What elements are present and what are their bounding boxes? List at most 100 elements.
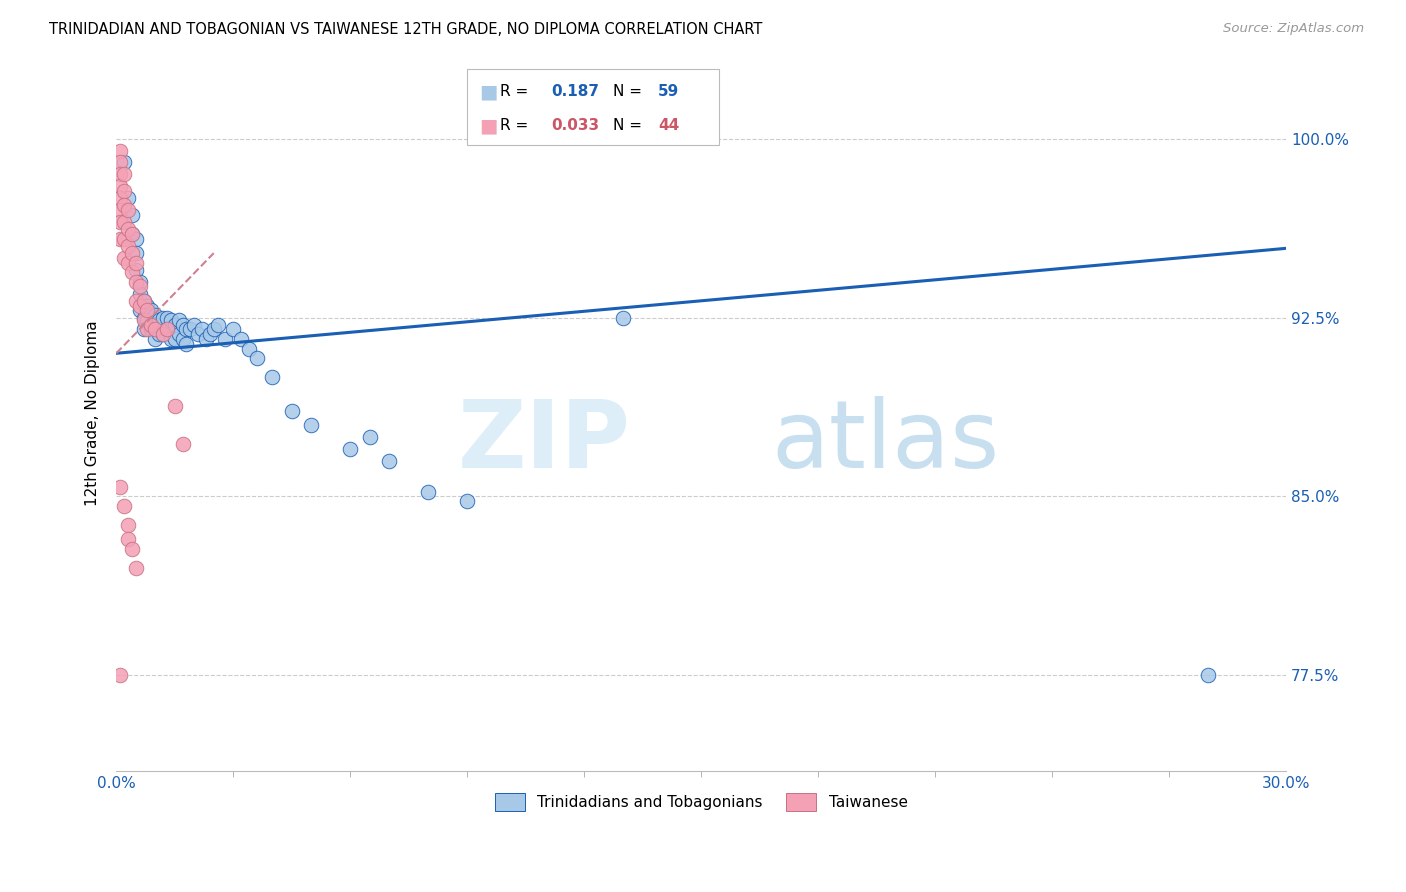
Point	[198, 327, 221, 342]
Point	[202, 322, 225, 336]
Point	[112, 168, 135, 182]
Point	[121, 227, 143, 241]
Text: R =: R =	[501, 85, 533, 100]
Point	[125, 262, 148, 277]
Point	[238, 342, 260, 356]
Point	[160, 332, 183, 346]
Point	[117, 533, 139, 547]
Point	[156, 310, 179, 325]
Point	[136, 299, 159, 313]
Text: TRINIDADIAN AND TOBAGONIAN VS TAIWANESE 12TH GRADE, NO DIPLOMA CORRELATION CHART: TRINIDADIAN AND TOBAGONIAN VS TAIWANESE …	[49, 22, 762, 37]
Point	[359, 430, 381, 444]
Point	[125, 275, 148, 289]
Point	[156, 322, 179, 336]
Point	[176, 322, 198, 336]
Point	[112, 215, 135, 229]
Point	[172, 318, 194, 332]
Point	[125, 255, 148, 269]
Point	[136, 303, 159, 318]
Point	[125, 293, 148, 308]
Text: atlas: atlas	[772, 395, 1000, 488]
Point	[121, 246, 143, 260]
Point	[132, 293, 155, 308]
Point	[280, 403, 302, 417]
Point	[299, 417, 322, 432]
Point	[262, 370, 284, 384]
Point	[117, 191, 139, 205]
Point	[163, 399, 186, 413]
Point	[187, 327, 209, 342]
Point	[156, 322, 179, 336]
Point	[183, 318, 205, 332]
Point	[163, 332, 186, 346]
Point	[136, 313, 159, 327]
Point	[108, 155, 131, 169]
Point	[176, 336, 198, 351]
Point	[112, 184, 135, 198]
Point	[152, 310, 174, 325]
Point	[229, 332, 252, 346]
Text: ■: ■	[479, 82, 498, 102]
Text: 44: 44	[658, 119, 679, 133]
Point	[143, 308, 166, 322]
Point	[108, 191, 131, 205]
Point	[128, 286, 150, 301]
Point	[418, 484, 440, 499]
Point	[191, 322, 214, 336]
Point	[136, 322, 159, 336]
Point	[112, 232, 135, 246]
Point	[160, 313, 183, 327]
Point	[148, 327, 170, 342]
Point	[128, 303, 150, 318]
Point	[207, 318, 229, 332]
Point	[167, 327, 190, 342]
Point	[108, 168, 131, 182]
Point	[117, 239, 139, 253]
Point	[172, 437, 194, 451]
Point	[117, 255, 139, 269]
Point	[143, 332, 166, 346]
Point	[108, 232, 131, 246]
Point	[152, 327, 174, 342]
Point	[112, 499, 135, 513]
Point	[141, 303, 163, 318]
Point	[121, 208, 143, 222]
Point	[612, 310, 634, 325]
Point	[179, 322, 201, 336]
Point	[128, 279, 150, 293]
Point	[132, 322, 155, 336]
Text: 0.033: 0.033	[551, 119, 599, 133]
Point	[121, 541, 143, 556]
Point	[128, 299, 150, 313]
Point	[246, 351, 269, 365]
Point	[125, 561, 148, 575]
Text: ■: ■	[479, 116, 498, 136]
Point	[125, 232, 148, 246]
Text: N =: N =	[613, 119, 647, 133]
Point	[125, 246, 148, 260]
Point	[163, 318, 186, 332]
Point	[132, 293, 155, 308]
Point	[132, 310, 155, 325]
FancyBboxPatch shape	[467, 70, 718, 145]
Point	[112, 251, 135, 265]
Point	[143, 318, 166, 332]
Text: Source: ZipAtlas.com: Source: ZipAtlas.com	[1223, 22, 1364, 36]
Point	[378, 453, 401, 467]
Point	[108, 203, 131, 218]
Point	[108, 179, 131, 194]
Point	[152, 327, 174, 342]
Point	[1197, 668, 1219, 682]
Point	[214, 332, 236, 346]
Point	[456, 494, 478, 508]
Point	[121, 265, 143, 279]
Point	[117, 518, 139, 533]
Point	[121, 227, 143, 241]
Point	[194, 332, 217, 346]
Text: R =: R =	[501, 119, 533, 133]
Legend: Trinidadians and Tobagonians, Taiwanese: Trinidadians and Tobagonians, Taiwanese	[488, 787, 914, 817]
Point	[222, 322, 245, 336]
Point	[112, 198, 135, 212]
Point	[108, 480, 131, 494]
Text: ZIP: ZIP	[458, 395, 631, 488]
